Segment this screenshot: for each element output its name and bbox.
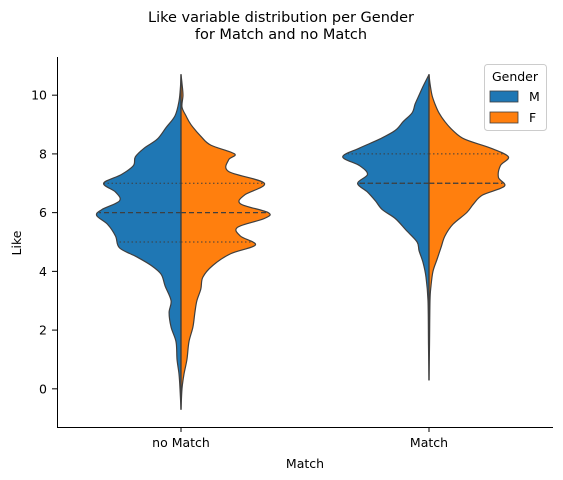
axes [57, 57, 553, 428]
legend-swatch-f [489, 111, 519, 124]
y-tick-label-4: 4 [39, 264, 47, 279]
y-ticks: 0 2 4 6 8 10 [31, 88, 57, 396]
y-tick-label-10: 10 [31, 88, 47, 103]
legend-swatch-m [489, 90, 519, 103]
x-tick-label-no-match: no Match [152, 435, 210, 450]
legend-title: Gender [492, 69, 539, 84]
x-axis-label: Match [286, 456, 324, 471]
legend-entries: MF [489, 89, 540, 125]
violin-no-match-m [95, 74, 182, 410]
violin-layer [95, 74, 510, 410]
violin-match-m [342, 74, 430, 381]
y-axis-label: Like [9, 230, 24, 255]
y-tick-label-2: 2 [39, 323, 47, 338]
x-tick-label-match: Match [410, 435, 448, 450]
y-tick-label-6: 6 [39, 205, 47, 220]
violin-match-f [428, 74, 510, 381]
legend: Gender MF [484, 64, 547, 131]
legend-label-m: M [529, 89, 540, 104]
chart-title-line-1: Like variable distribution per Gender [148, 10, 414, 26]
y-tick-label-8: 8 [39, 146, 47, 161]
chart-title-line-2: for Match and no Match [195, 27, 367, 43]
y-tick-label-0: 0 [39, 381, 47, 396]
x-ticks: no Match Match [152, 427, 448, 450]
legend-label-f: F [529, 110, 536, 125]
